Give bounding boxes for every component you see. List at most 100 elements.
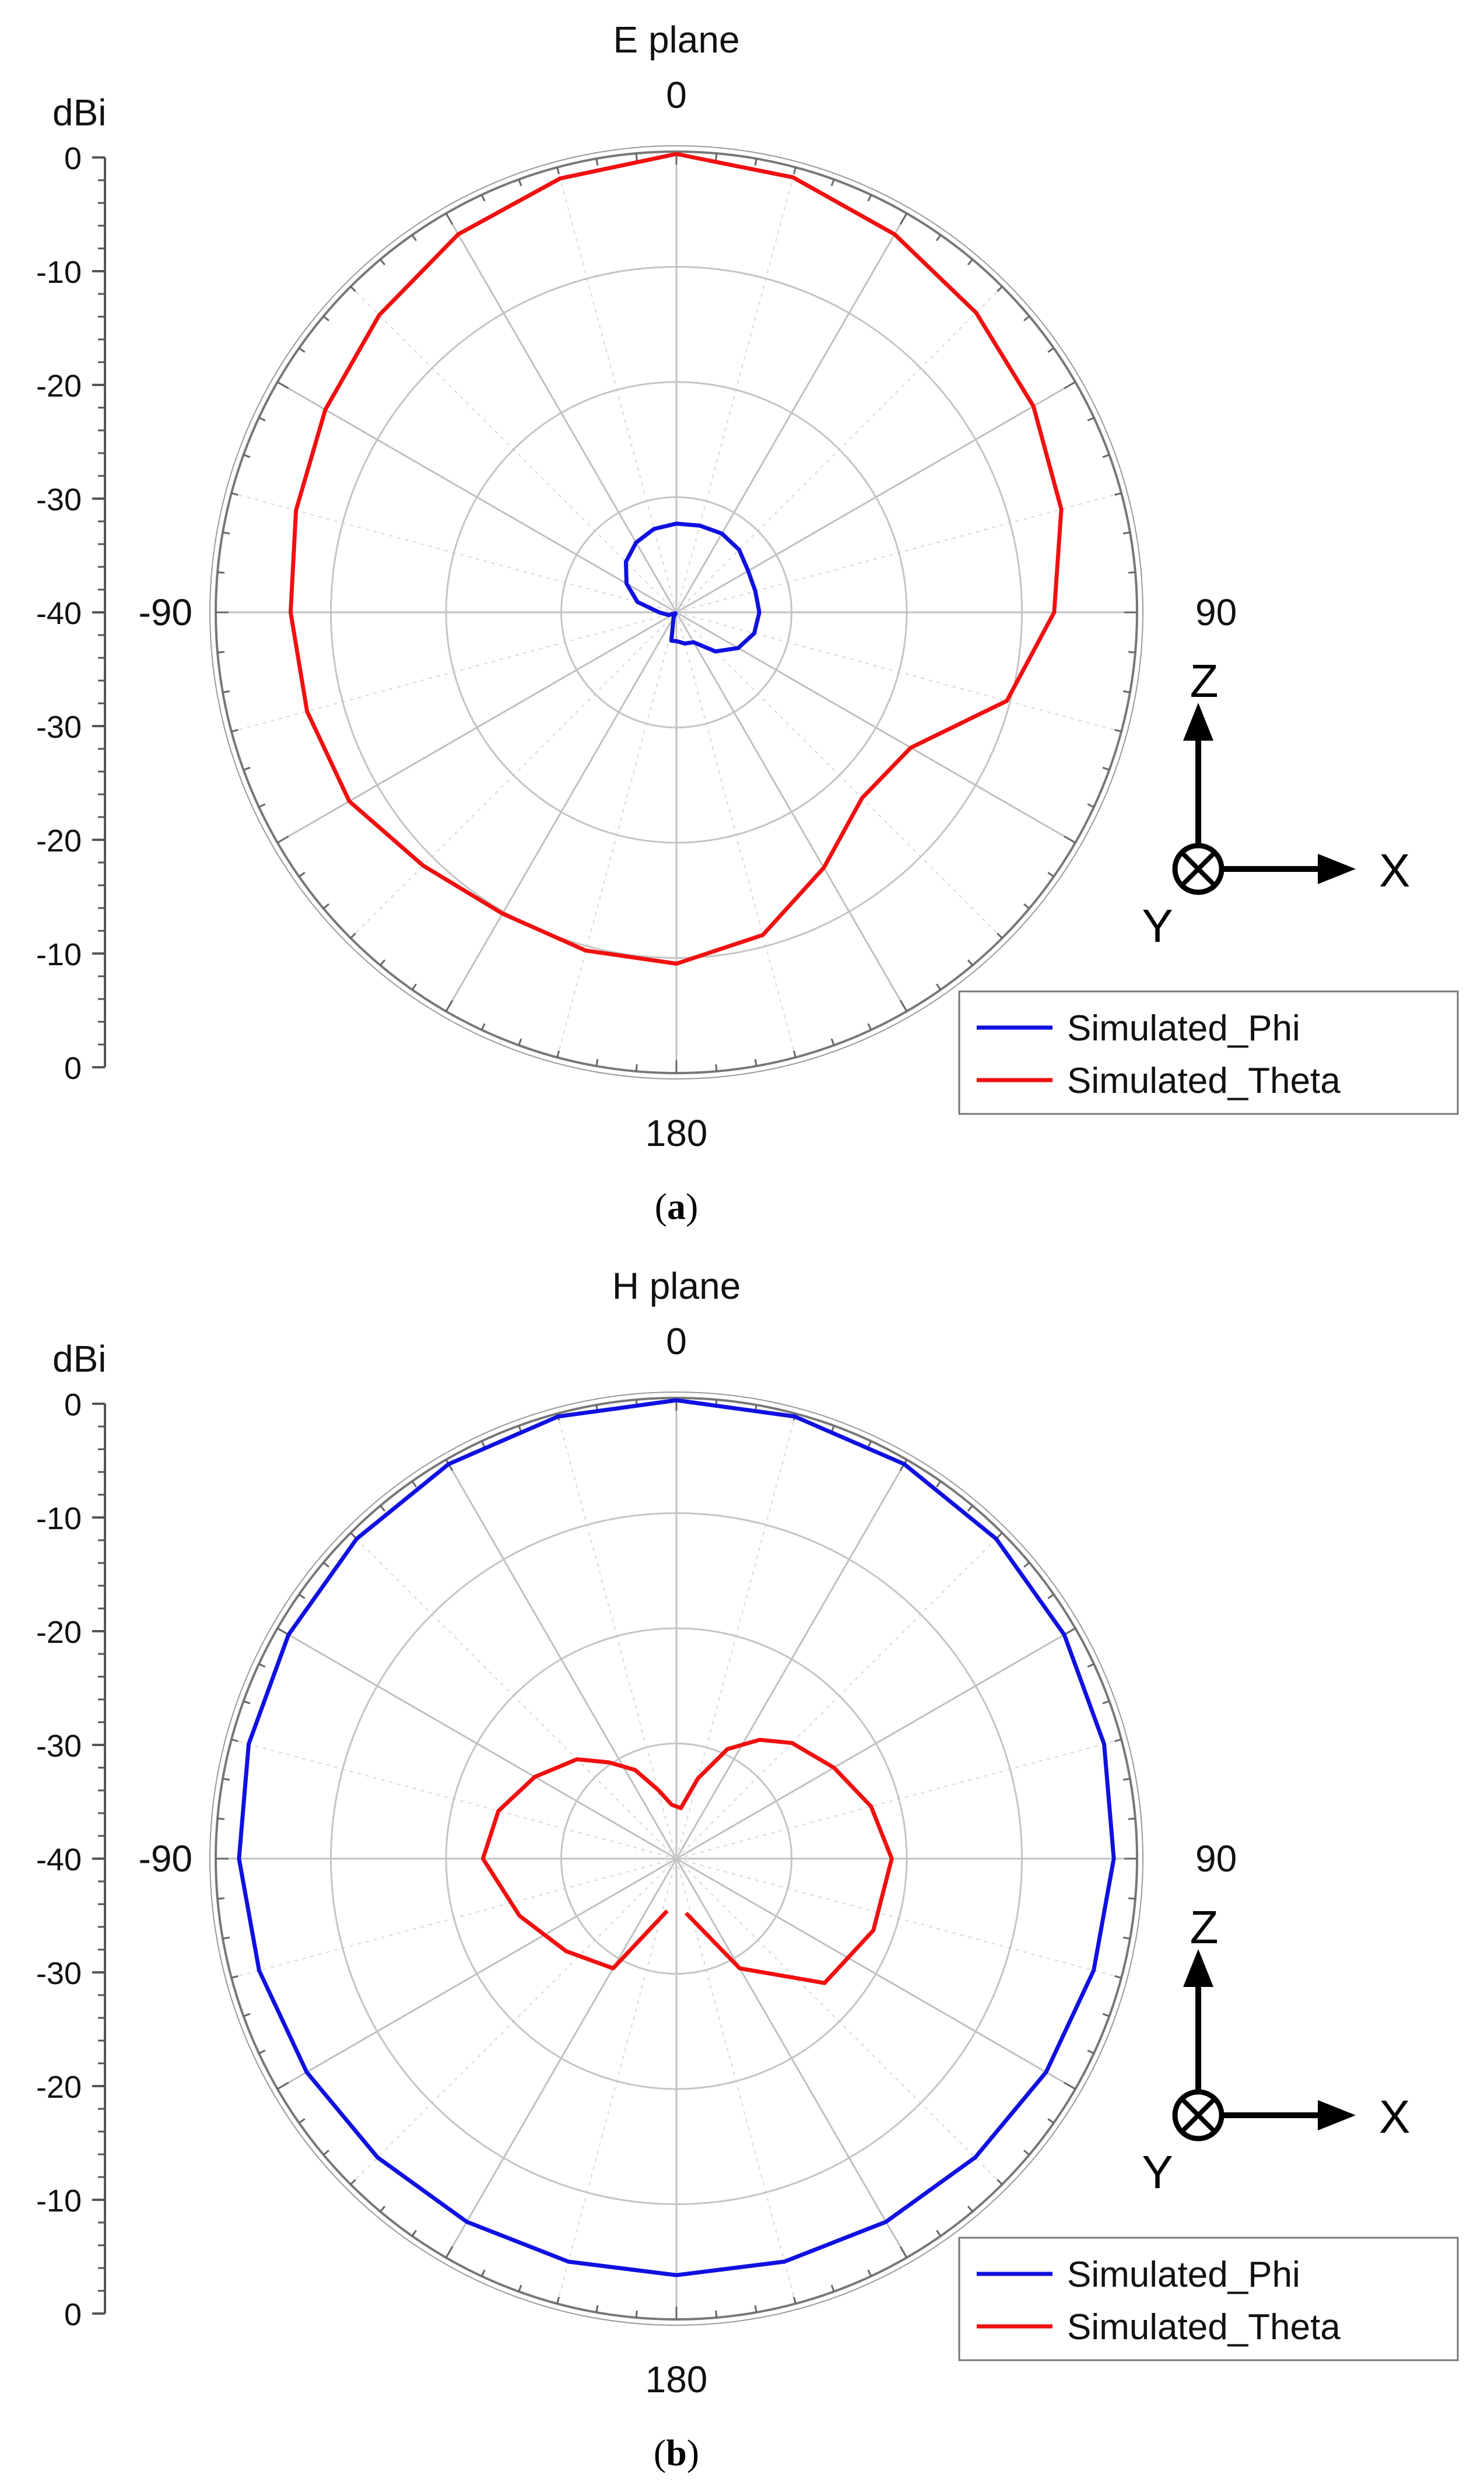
- series-line-simulated-theta: [288, 152, 1064, 966]
- angle-tick: [867, 194, 872, 202]
- angle-tick: [350, 1532, 356, 1538]
- angle-tick: [1128, 651, 1136, 654]
- angle-tick: [997, 933, 1003, 939]
- angle-tick: [1087, 416, 1094, 422]
- radial-scale-label: 0: [64, 1387, 82, 1422]
- radial-scale-label: -30: [36, 710, 82, 745]
- angle-tick: [411, 983, 417, 990]
- angle-tick: [445, 1000, 454, 1012]
- z-arrowhead: [1183, 703, 1213, 741]
- radial-gridline: [560, 496, 792, 728]
- angle-tick: [1122, 1778, 1131, 1781]
- angle-tick: [480, 194, 486, 202]
- angle-label-180: 180: [645, 1112, 708, 1154]
- radial-scale-label: 0: [64, 141, 82, 176]
- radial-scale-label: -10: [36, 255, 82, 290]
- angle-tick: [830, 1038, 835, 1046]
- angle-tick: [792, 1050, 797, 1058]
- angle-tick: [380, 959, 386, 966]
- angle-label-neg90: -90: [139, 1838, 193, 1880]
- h-plane-polar-chart: H plane 0 90 -90 180 dBi 0 -10 -20 -30 -40 -30 -20 -1…: [36, 1265, 1459, 2473]
- angle-tick: [556, 1050, 560, 1058]
- angle-tick: [967, 2206, 973, 2213]
- angle-tick: [556, 167, 560, 174]
- angle-tick: [867, 1023, 872, 1031]
- legend-box: [958, 990, 1459, 1115]
- legend-label: Simulated_Phi: [1067, 1008, 1300, 1049]
- panel-caption: (a): [655, 1186, 699, 1227]
- angle-tick: [1114, 492, 1122, 496]
- angle-tick: [231, 1975, 238, 1979]
- angle-tick: [1114, 1975, 1122, 1979]
- angle-tick: [967, 1505, 973, 1512]
- angle-tick: [1087, 2049, 1094, 2055]
- angle-tick: [350, 2179, 356, 2185]
- angle-tick: [1114, 728, 1122, 732]
- angle-tick: [595, 2305, 599, 2313]
- angle-tick: [936, 2230, 942, 2237]
- angle-tick: [1047, 1593, 1054, 1599]
- angle-label-0: 0: [666, 74, 687, 116]
- chart-title: E plane: [613, 19, 739, 61]
- angle-tick: [997, 1532, 1003, 1538]
- angle-tick: [715, 1064, 718, 1072]
- radial-scale-label: -20: [36, 2070, 82, 2105]
- angle-tick: [350, 933, 356, 939]
- angle-tick: [1114, 1739, 1122, 1743]
- y-cross-2: [1180, 851, 1216, 887]
- angle-tick: [518, 2284, 522, 2292]
- angle-tick: [754, 158, 757, 166]
- angle-tick: [967, 959, 973, 966]
- angle-tick: [277, 835, 289, 844]
- angle-tick: [997, 286, 1003, 292]
- angle-tick: [867, 2269, 872, 2277]
- angle-tick: [277, 381, 289, 390]
- outer-ring-border: [209, 1392, 1143, 2326]
- z-axis-label: Z: [1190, 1901, 1219, 1953]
- angle-tick: [1064, 1627, 1076, 1636]
- angle-tick: [243, 1700, 251, 1705]
- x-axis-label: X: [1379, 844, 1410, 896]
- angle-tick: [518, 179, 522, 187]
- angle-tick: [243, 454, 251, 458]
- angle-tick: [350, 286, 356, 292]
- angle-tick: [967, 258, 973, 265]
- legend-label: Simulated_Theta: [1067, 1061, 1341, 1101]
- coordinate-axes-icon: Z X Y: [1142, 1901, 1410, 2198]
- outer-ring-border: [209, 145, 1143, 1079]
- angle-tick: [830, 2284, 835, 2292]
- angle-tick: [1064, 2081, 1076, 2090]
- angle-tick: [480, 2269, 486, 2277]
- z-arrowhead: [1183, 1949, 1213, 1987]
- angle-tick: [243, 2013, 251, 2017]
- angle-tick: [1064, 835, 1076, 844]
- angle-tick: [411, 2230, 417, 2237]
- angle-tick: [231, 1739, 238, 1743]
- angle-tick: [445, 213, 454, 225]
- angle-tick: [380, 1505, 386, 1512]
- angle-tick: [595, 1059, 599, 1067]
- angle-tick: [1102, 2013, 1110, 2017]
- angle-label-neg90: -90: [139, 591, 193, 633]
- angle-tick: [258, 1663, 266, 1668]
- e-plane-polar-chart: E plane 0 90 -90 180 dBi 0 -10 -20 -30 -40 -30 -20 -1…: [36, 19, 1459, 1227]
- angle-tick: [1102, 454, 1110, 458]
- radial-scale-label: 0: [64, 1051, 82, 1086]
- angle-tick: [1087, 803, 1094, 808]
- angle-tick: [1023, 316, 1030, 322]
- angle-tick: [595, 158, 599, 166]
- angle-tick: [1047, 347, 1054, 353]
- angle-tick: [1087, 1663, 1094, 1668]
- radial-scale-label: 0: [64, 2297, 82, 2332]
- radial-scale-label: -10: [36, 937, 82, 972]
- series-line-simulated-theta: [480, 1737, 894, 1985]
- angle-tick: [380, 258, 386, 265]
- angle-tick: [243, 766, 251, 771]
- legend-label: Simulated_Theta: [1067, 2307, 1341, 2347]
- angle-tick: [754, 2305, 757, 2313]
- y-cross-2: [1180, 2097, 1216, 2133]
- radial-scale-label: -40: [36, 1842, 82, 1877]
- angle-tick: [222, 690, 230, 693]
- radial-gridline: [330, 1512, 1023, 2205]
- angle-tick: [299, 347, 306, 353]
